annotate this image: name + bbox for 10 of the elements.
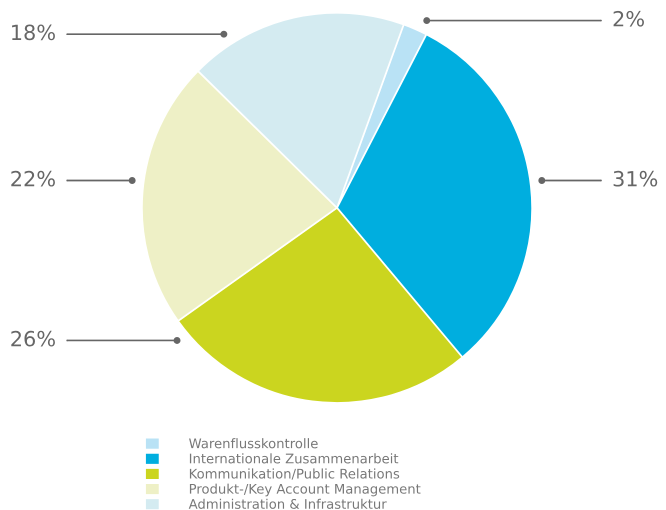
data-label: 22%: [11, 170, 55, 187]
data-label: 31%: [614, 170, 658, 187]
legend-label: Produkt-/Key Account Management: [190, 484, 420, 496]
legend-label: Administration & Infrastruktur: [188, 498, 387, 509]
data-label: 2%: [614, 10, 644, 27]
legend-label: Internationale Zusammenarbeit: [190, 453, 398, 464]
data-label: 18%: [12, 24, 55, 40]
data-label: 26%: [11, 330, 55, 347]
legend-label: Kommunikation/Public Relations: [190, 468, 400, 480]
legend-label: Warenflusskontrolle: [189, 438, 318, 448]
